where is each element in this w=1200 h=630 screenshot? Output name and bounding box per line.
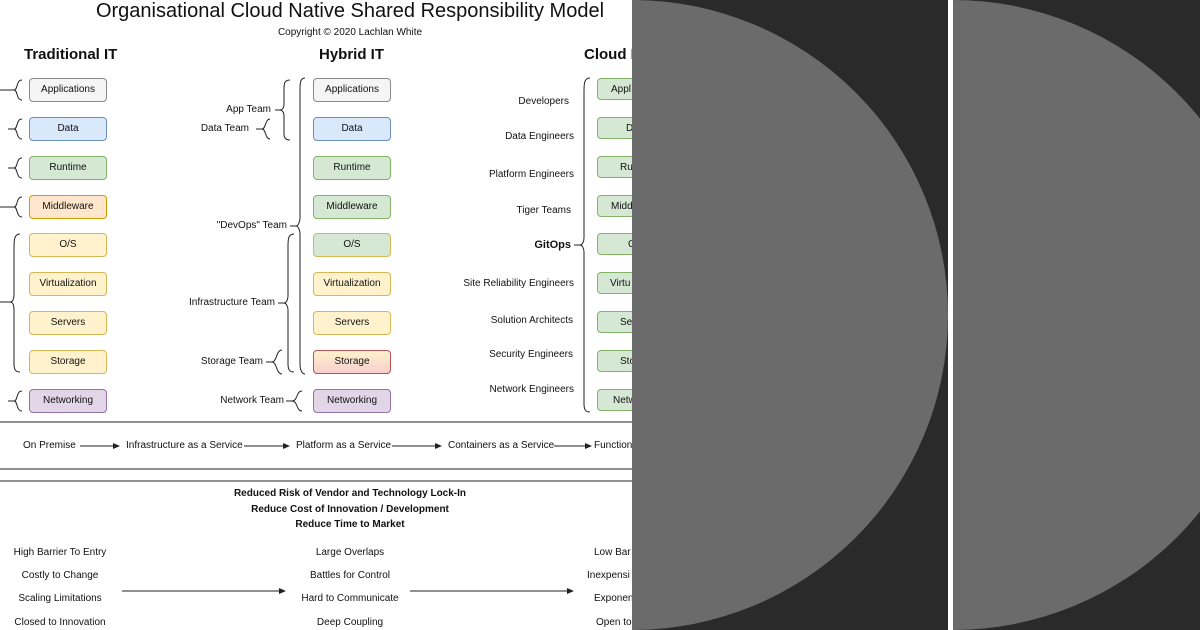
trad-box-virtualization: Virtualization: [29, 272, 107, 296]
trait-traditional-scaling: Scaling Limitations: [18, 593, 102, 604]
hybrid-box-data: Data: [313, 117, 391, 141]
hybrid-box-virtualization: Virtualization: [313, 272, 391, 296]
connector-layer: [0, 77, 632, 594]
team-label-app: App Team: [226, 104, 271, 115]
trait-cloud-open: Open to: [596, 617, 632, 628]
benefit-time-to-market: Reduce Time to Market: [295, 519, 405, 530]
responsibility-model-diagram: Organisational Cloud Native Shared Respo…: [0, 0, 632, 630]
column-heading-traditional: Traditional IT: [24, 46, 118, 63]
arrowhead-flow-1: [113, 443, 120, 449]
cloud-role-tiger-teams: Tiger Teams: [516, 205, 571, 216]
trait-traditional-closed: Closed to Innovation: [14, 617, 106, 628]
brace-trad-applications: [0, 79, 23, 101]
trad-box-data: Data: [29, 117, 107, 141]
trait-hybrid-control: Battles for Control: [309, 570, 391, 581]
cloud-box-storage: Sto: [597, 350, 632, 372]
trait-traditional-barrier: High Barrier To Entry: [13, 547, 107, 558]
cloud-box-runtime: Ru: [597, 156, 632, 178]
cloud-box-data: D: [597, 117, 632, 139]
flow-caas: Containers as a Service: [448, 440, 555, 451]
brace-hybrid-devops: [290, 77, 306, 375]
flow-iaas: Infrastructure as a Service: [126, 440, 243, 451]
trad-box-runtime: Runtime: [29, 156, 107, 180]
decorative-panel-right: [953, 0, 1200, 630]
cloud-role-platform-engineers: Platform Engineers: [488, 169, 574, 180]
trait-hybrid-communicate: Hard to Communicate: [301, 593, 399, 604]
half-circle-right: [953, 0, 1200, 630]
cloud-box-servers: Se: [597, 311, 632, 333]
trad-box-networking: Networking: [29, 389, 107, 413]
copyright-notice: Copyright © 2020 Lachlan White: [277, 27, 423, 38]
cloud-role-network-engineers: Network Engineers: [489, 384, 574, 395]
column-heading-cloud: Cloud I: [584, 46, 632, 63]
cloud-box-networking: Netw: [597, 389, 632, 411]
trait-cloud-inexpensive: Inexpensi: [587, 570, 630, 581]
cloud-role-developers: Developers: [518, 96, 569, 107]
flow-paas: Platform as a Service: [296, 440, 392, 451]
arrowhead-trait-2: [567, 588, 574, 594]
brace-trad-data: [8, 118, 23, 140]
hybrid-box-os: O/S: [313, 233, 391, 257]
team-label-data: Data Team: [200, 123, 249, 134]
arrowhead-flow-3: [435, 443, 442, 449]
column-heading-hybrid: Hybrid IT: [319, 46, 385, 63]
brace-hybrid-app: [275, 79, 291, 141]
half-circle-left: [632, 0, 948, 630]
cloud-box-applications: Appl: [597, 78, 632, 100]
trad-box-applications: Applications: [29, 78, 107, 102]
hybrid-box-applications: Applications: [313, 78, 391, 102]
brace-trad-infra: [0, 233, 21, 373]
flow-function: Function: [594, 440, 632, 451]
hybrid-box-networking: Networking: [313, 389, 391, 413]
cloud-role-data-engineers: Data Engineers: [505, 131, 574, 142]
brace-hybrid-storage: [266, 349, 283, 375]
trait-hybrid-overlaps: Large Overlaps: [315, 547, 385, 558]
team-label-storage: Storage Team: [200, 356, 263, 367]
benefit-cost-of-innovation: Reduce Cost of Innovation / Development: [251, 504, 449, 515]
cloud-box-middleware: Midd: [597, 195, 632, 217]
cloud-role-gitops: GitOps: [534, 239, 571, 251]
brace-trad-runtime: [8, 157, 23, 179]
arrowhead-flow-2: [283, 443, 290, 449]
trait-cloud-low-barrier: Low Bar: [594, 547, 631, 558]
team-label-infrastructure: Infrastructure Team: [189, 297, 275, 308]
brace-hybrid-network: [286, 390, 303, 412]
cloud-role-security-engineers: Security Engineers: [489, 349, 573, 360]
cloud-role-solution-architects: Solution Architects: [490, 315, 573, 326]
diagram-title: Organisational Cloud Native Shared Respo…: [95, 0, 605, 22]
trad-box-os: O/S: [29, 233, 107, 257]
trait-traditional-cost: Costly to Change: [21, 570, 99, 581]
team-label-network: Network Team: [220, 395, 284, 406]
hybrid-box-runtime: Runtime: [313, 156, 391, 180]
trait-cloud-exponential: Exponen: [594, 593, 632, 604]
brace-cloud-gitops: [574, 77, 591, 413]
brace-hybrid-data: [256, 118, 271, 140]
brace-hybrid-infra: [278, 233, 295, 373]
hybrid-box-storage: Storage: [313, 350, 391, 374]
brace-trad-networking: [8, 390, 23, 412]
trad-box-servers: Servers: [29, 311, 107, 335]
hybrid-box-middleware: Middleware: [313, 195, 391, 219]
benefit-vendor-lock-in: Reduced Risk of Vendor and Technology Lo…: [233, 488, 467, 499]
decorative-panel-left: [632, 0, 948, 630]
trait-hybrid-coupling: Deep Coupling: [316, 617, 384, 628]
cloud-box-virtualization: Virtu: [597, 272, 632, 294]
hybrid-box-servers: Servers: [313, 311, 391, 335]
team-label-devops: "DevOps" Team: [216, 220, 287, 231]
panel-divider: [948, 0, 953, 630]
arrowhead-flow-4: [585, 443, 592, 449]
trad-box-storage: Storage: [29, 350, 107, 374]
arrowhead-trait-1: [279, 588, 286, 594]
brace-trad-middleware: [0, 196, 23, 218]
cloud-role-sre: Site Reliability Engineers: [463, 278, 574, 289]
flow-on-premise: On Premise: [23, 440, 76, 451]
trad-box-middleware: Middleware: [29, 195, 107, 219]
cloud-box-os: C: [597, 233, 632, 255]
